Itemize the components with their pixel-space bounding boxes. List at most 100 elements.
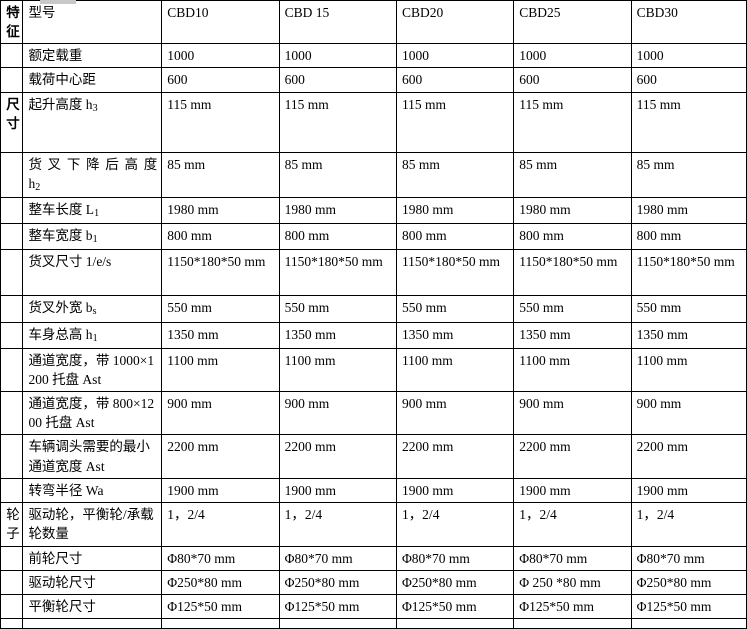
row-value: 900 mm — [278, 391, 397, 436]
table-row: 货叉外宽 bs 550 mm 550 mm 550 mm 550 mm 550 … — [0, 295, 747, 323]
group-cell-empty — [0, 434, 24, 479]
row-value: 1100 mm — [630, 347, 747, 393]
group-cell-empty — [0, 196, 24, 225]
group-cell-empty — [0, 391, 24, 436]
row-value: 1350 mm — [513, 321, 632, 349]
row-value: 800 mm — [278, 223, 397, 251]
row-value: 1900 mm — [513, 477, 632, 503]
row-value: 1150*180*50 mm — [630, 249, 747, 297]
row-value: Φ125*50 mm — [161, 594, 280, 620]
row-value: Φ125*50 mm — [278, 594, 397, 620]
row-value: 1，2/4 — [630, 501, 747, 547]
row-value: Φ80*70 mm — [630, 545, 747, 571]
row-value: 1000 — [630, 43, 747, 69]
row-value: Φ80*70 mm — [278, 545, 397, 571]
row-value: 1，2/4 — [161, 501, 280, 547]
table-row: 整车宽度 b1 800 mm 800 mm 800 mm 800 mm 800 … — [0, 223, 747, 251]
row-value — [513, 618, 632, 629]
header-label-model: 型号 — [22, 0, 163, 45]
row-value: 115 mm — [161, 91, 280, 153]
group-label-features: 特征 — [0, 0, 24, 45]
row-value — [630, 618, 747, 629]
table-row: 载荷中心距 600 600 600 600 600 — [0, 67, 747, 93]
row-value: 2200 mm — [630, 434, 747, 479]
row-value: 2200 mm — [513, 434, 632, 479]
row-value: 85 mm — [630, 151, 747, 198]
row-value: Φ125*50 mm — [395, 594, 515, 620]
table-row: 车身总高 h1 1350 mm 1350 mm 1350 mm 1350 mm … — [0, 321, 747, 349]
row-value: 1000 — [161, 43, 280, 69]
row-value: 1350 mm — [278, 321, 397, 349]
row-value: 600 — [630, 67, 747, 93]
table-row: 车辆调头需要的最小通道宽度 Ast 2200 mm 2200 mm 2200 m… — [0, 434, 747, 479]
group-cell-empty — [0, 223, 24, 251]
row-label: 驱动轮，平衡轮/承载轮数量 — [22, 501, 163, 547]
row-value: 85 mm — [161, 151, 280, 198]
row-value: 900 mm — [395, 391, 515, 436]
row-value: Φ250*80 mm — [395, 569, 515, 596]
row-value: 1350 mm — [630, 321, 747, 349]
row-value: 115 mm — [630, 91, 747, 153]
row-value: Φ80*70 mm — [395, 545, 515, 571]
row-label — [22, 618, 163, 629]
row-label: 转弯半径 Wa — [22, 477, 163, 503]
group-cell-empty — [0, 618, 24, 629]
row-value: 550 mm — [513, 295, 632, 323]
row-value: 1900 mm — [161, 477, 280, 503]
row-value: 2200 mm — [278, 434, 397, 479]
row-value: 900 mm — [630, 391, 747, 436]
row-label: 通道宽度，带 800×1200 托盘 Ast — [22, 391, 163, 436]
row-value: 900 mm — [161, 391, 280, 436]
row-value: 1980 mm — [630, 196, 747, 225]
row-label: 货叉下降后高度 h2 — [22, 151, 163, 198]
row-label: 载荷中心距 — [22, 67, 163, 93]
row-value: 115 mm — [395, 91, 515, 153]
row-value: 1000 — [395, 43, 515, 69]
row-label: 平衡轮尺寸 — [22, 594, 163, 620]
row-value: 1150*180*50 mm — [513, 249, 632, 297]
row-value: 1100 mm — [513, 347, 632, 393]
row-label: 驱动轮尺寸 — [22, 569, 163, 596]
row-value: 1980 mm — [278, 196, 397, 225]
row-value: 1350 mm — [395, 321, 515, 349]
row-value: 600 — [395, 67, 515, 93]
row-label: 车身总高 h1 — [22, 321, 163, 349]
row-value: 1100 mm — [161, 347, 280, 393]
row-label: 车辆调头需要的最小通道宽度 Ast — [22, 434, 163, 479]
header-model-cbd20: CBD20 — [395, 0, 515, 45]
subscript: 1 — [92, 332, 98, 344]
group-cell-empty — [0, 569, 24, 596]
row-value: 1980 mm — [513, 196, 632, 225]
group-label-wheels: 轮子 — [0, 501, 24, 547]
row-value: 1900 mm — [278, 477, 397, 503]
row-label-line2: h2 — [28, 175, 41, 193]
row-value: 115 mm — [278, 91, 397, 153]
row-value: 900 mm — [513, 391, 632, 436]
group-cell-empty — [0, 67, 24, 93]
row-value: 550 mm — [630, 295, 747, 323]
row-label: 货叉尺寸 1/e/s — [22, 249, 163, 297]
row-value: 1150*180*50 mm — [395, 249, 515, 297]
table-header-row: 特征 型号 CBD10 CBD 15 CBD20 CBD25 CBD30 — [0, 0, 747, 45]
row-value: 800 mm — [630, 223, 747, 251]
subscript: s — [92, 306, 97, 318]
table-row: 转弯半径 Wa 1900 mm 1900 mm 1900 mm 1900 mm … — [0, 477, 747, 503]
row-label: 起升高度 h3 — [22, 91, 163, 153]
row-value: Φ80*70 mm — [161, 545, 280, 571]
row-value: 1900 mm — [395, 477, 515, 503]
table-row: 通道宽度，带 800×1200 托盘 Ast 900 mm 900 mm 900… — [0, 391, 747, 436]
row-value: 1980 mm — [395, 196, 515, 225]
row-value: 800 mm — [395, 223, 515, 251]
row-value: Φ 250 *80 mm — [513, 569, 632, 596]
row-label: 整车长度 L1 — [22, 196, 163, 225]
row-value: Φ125*50 mm — [630, 594, 747, 620]
row-value: 1900 mm — [630, 477, 747, 503]
row-label: 整车宽度 b1 — [22, 223, 163, 251]
group-cell-empty — [0, 43, 24, 69]
row-value: 1，2/4 — [278, 501, 397, 547]
selection-artifact — [40, 0, 76, 4]
row-label: 前轮尺寸 — [22, 545, 163, 571]
header-model-cbd25: CBD25 — [513, 0, 632, 45]
row-value: 1350 mm — [161, 321, 280, 349]
